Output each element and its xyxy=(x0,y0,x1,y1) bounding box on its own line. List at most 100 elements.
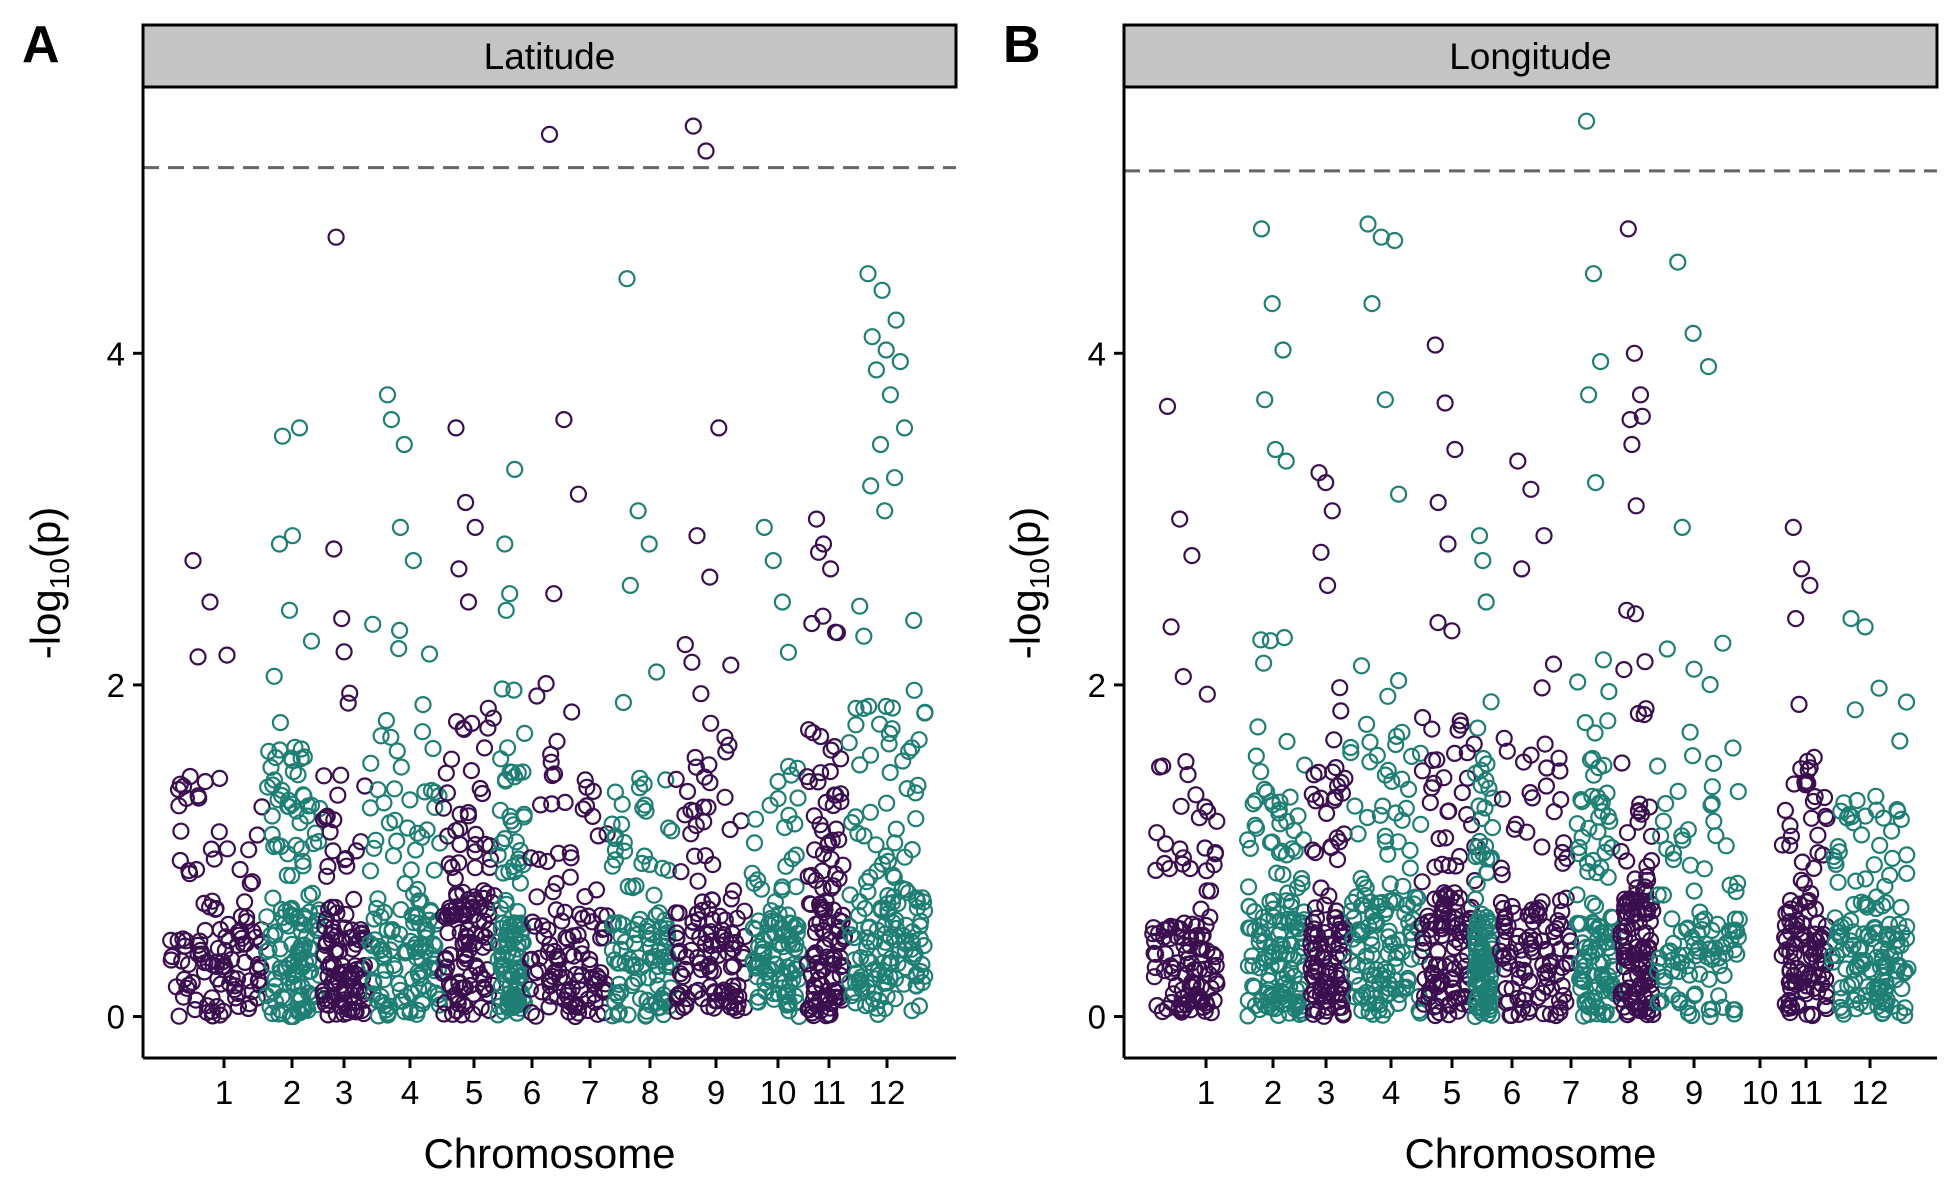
data-point xyxy=(811,913,829,932)
data-point xyxy=(1871,958,1890,976)
data-point xyxy=(345,890,363,909)
data-point xyxy=(573,945,591,963)
peak-point xyxy=(1474,551,1492,570)
data-point xyxy=(1401,859,1419,877)
data-point xyxy=(271,940,289,958)
peak-point xyxy=(640,535,658,553)
data-point xyxy=(1541,1005,1560,1023)
data-point xyxy=(722,958,741,976)
data-point xyxy=(1802,809,1821,827)
chromosome-1-points xyxy=(162,551,271,1025)
data-point xyxy=(1269,926,1288,944)
chromosome-8-points xyxy=(603,270,681,1025)
data-point xyxy=(401,791,419,809)
data-point xyxy=(1423,779,1441,797)
data-point xyxy=(544,883,562,901)
data-point xyxy=(1196,839,1214,857)
data-point xyxy=(1499,917,1517,935)
data-point xyxy=(1832,989,1850,1008)
chromosome-11-points xyxy=(1773,518,1836,1025)
data-point xyxy=(1198,685,1216,703)
data-point xyxy=(780,806,798,824)
data-point xyxy=(438,784,456,802)
data-point xyxy=(647,663,666,681)
data-point xyxy=(294,786,312,804)
data-point xyxy=(1241,839,1260,858)
data-point xyxy=(425,962,443,980)
data-point xyxy=(1832,927,1851,945)
data-point xyxy=(527,1007,545,1025)
data-point xyxy=(903,739,921,757)
data-point xyxy=(1413,762,1432,780)
x-tick-label: 9 xyxy=(1685,1074,1703,1111)
data-point xyxy=(1842,976,1861,994)
data-point xyxy=(1583,787,1601,805)
data-point xyxy=(236,953,254,972)
peak-point xyxy=(1174,667,1192,686)
data-point xyxy=(1618,601,1636,619)
peak-point xyxy=(450,560,468,578)
data-point xyxy=(449,994,467,1013)
data-point xyxy=(780,1002,798,1020)
data-point xyxy=(1679,1004,1698,1022)
data-point xyxy=(450,854,468,872)
data-point xyxy=(1885,925,1903,943)
data-point xyxy=(860,697,878,715)
data-point xyxy=(189,945,207,963)
data-point xyxy=(1615,928,1634,946)
data-point xyxy=(285,975,303,993)
data-point xyxy=(1664,934,1683,952)
data-point xyxy=(1548,919,1566,938)
peak-point xyxy=(1385,231,1404,250)
data-point xyxy=(1590,955,1609,973)
data-point xyxy=(745,834,764,852)
data-point xyxy=(1724,739,1742,757)
data-point xyxy=(323,931,341,949)
peak-point xyxy=(1183,546,1201,565)
data-point xyxy=(1428,751,1446,769)
x-tick-label: 8 xyxy=(641,1074,659,1111)
data-point xyxy=(805,807,823,825)
data-point xyxy=(1781,961,1799,979)
data-point xyxy=(377,711,395,730)
facet-title: Longitude xyxy=(1449,36,1612,77)
data-point xyxy=(1728,945,1746,963)
y-tick-label: 0 xyxy=(1088,999,1106,1036)
data-point xyxy=(1628,879,1646,897)
data-point xyxy=(1856,870,1875,888)
data-point xyxy=(263,807,281,825)
data-point xyxy=(1197,916,1215,935)
peak-point xyxy=(1669,253,1687,271)
data-point xyxy=(1867,787,1885,805)
data-point xyxy=(883,699,902,717)
peak-point xyxy=(1389,485,1408,503)
data-point xyxy=(413,723,432,741)
data-point xyxy=(295,1001,314,1019)
y-tick-label: 0 xyxy=(107,999,125,1036)
data-point xyxy=(186,1000,204,1019)
data-point xyxy=(1413,708,1432,727)
data-point xyxy=(1852,826,1871,844)
data-point xyxy=(1593,965,1611,984)
peak-point xyxy=(333,609,351,628)
points-group xyxy=(162,117,934,1026)
peak-point xyxy=(327,228,345,246)
data-point xyxy=(1401,841,1419,860)
data-point xyxy=(497,931,515,949)
data-point xyxy=(1304,841,1322,859)
data-point xyxy=(1507,934,1526,953)
data-point xyxy=(657,771,675,789)
data-point xyxy=(631,769,649,787)
data-point xyxy=(463,714,481,733)
data-point xyxy=(475,970,493,988)
x-tick-label: 6 xyxy=(523,1074,541,1111)
data-point xyxy=(880,955,898,973)
data-point xyxy=(1813,965,1832,984)
data-point xyxy=(1423,720,1441,738)
peak-point xyxy=(877,341,895,359)
data-point xyxy=(1254,908,1272,926)
data-point xyxy=(1856,951,1874,970)
data-point xyxy=(1650,954,1668,972)
data-point xyxy=(1780,991,1798,1010)
x-tick-label: 6 xyxy=(1503,1074,1521,1111)
